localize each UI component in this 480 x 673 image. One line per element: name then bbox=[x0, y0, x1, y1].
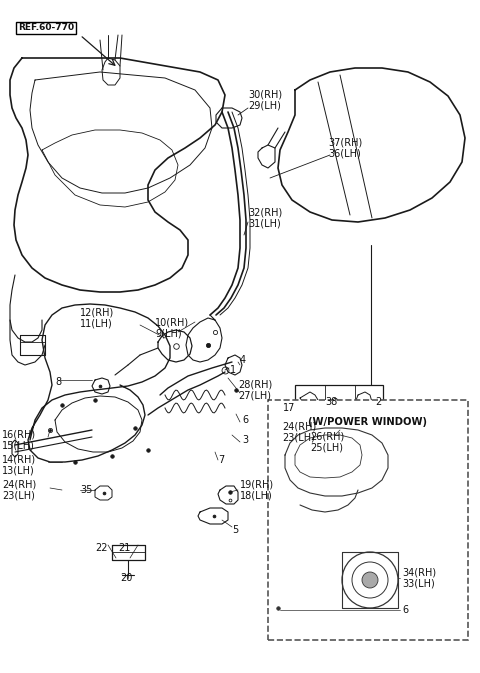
Text: 38: 38 bbox=[325, 397, 337, 407]
Text: 26(RH)
25(LH): 26(RH) 25(LH) bbox=[310, 431, 344, 453]
Text: 30(RH)
29(LH): 30(RH) 29(LH) bbox=[248, 90, 282, 111]
Text: 4: 4 bbox=[240, 355, 246, 365]
Text: 21: 21 bbox=[118, 543, 131, 553]
Text: REF.60-770: REF.60-770 bbox=[18, 24, 74, 32]
Text: 19(RH)
18(LH): 19(RH) 18(LH) bbox=[240, 479, 274, 501]
Text: 14(RH)
13(LH): 14(RH) 13(LH) bbox=[2, 454, 36, 476]
Text: 35: 35 bbox=[80, 485, 92, 495]
Text: 16(RH)
15(LH): 16(RH) 15(LH) bbox=[2, 429, 36, 451]
Text: 1: 1 bbox=[230, 365, 236, 375]
Text: 10(RH)
9(LH): 10(RH) 9(LH) bbox=[155, 317, 189, 339]
Text: 24(RH)
23(LH): 24(RH) 23(LH) bbox=[282, 421, 316, 443]
Bar bbox=[295, 385, 383, 430]
Bar bbox=[268, 400, 468, 640]
Text: (W/POWER WINDOW): (W/POWER WINDOW) bbox=[309, 417, 428, 427]
Text: 32(RH)
31(LH): 32(RH) 31(LH) bbox=[248, 207, 282, 229]
Text: 7: 7 bbox=[218, 455, 224, 465]
Text: 37(RH)
36(LH): 37(RH) 36(LH) bbox=[328, 137, 362, 159]
Text: 6: 6 bbox=[402, 605, 408, 615]
Text: 8: 8 bbox=[55, 377, 61, 387]
Text: 34(RH)
33(LH): 34(RH) 33(LH) bbox=[402, 567, 436, 589]
Text: 3: 3 bbox=[242, 435, 248, 445]
Text: 22: 22 bbox=[95, 543, 108, 553]
Text: 12(RH)
11(LH): 12(RH) 11(LH) bbox=[80, 307, 114, 329]
Text: 24(RH)
23(LH): 24(RH) 23(LH) bbox=[2, 479, 36, 501]
Text: 5: 5 bbox=[232, 525, 238, 535]
Circle shape bbox=[362, 572, 378, 588]
Text: 17: 17 bbox=[283, 403, 295, 413]
Text: 6: 6 bbox=[242, 415, 248, 425]
Text: 2: 2 bbox=[375, 397, 381, 407]
Text: 28(RH)
27(LH): 28(RH) 27(LH) bbox=[238, 379, 272, 401]
Text: 20: 20 bbox=[120, 573, 132, 583]
